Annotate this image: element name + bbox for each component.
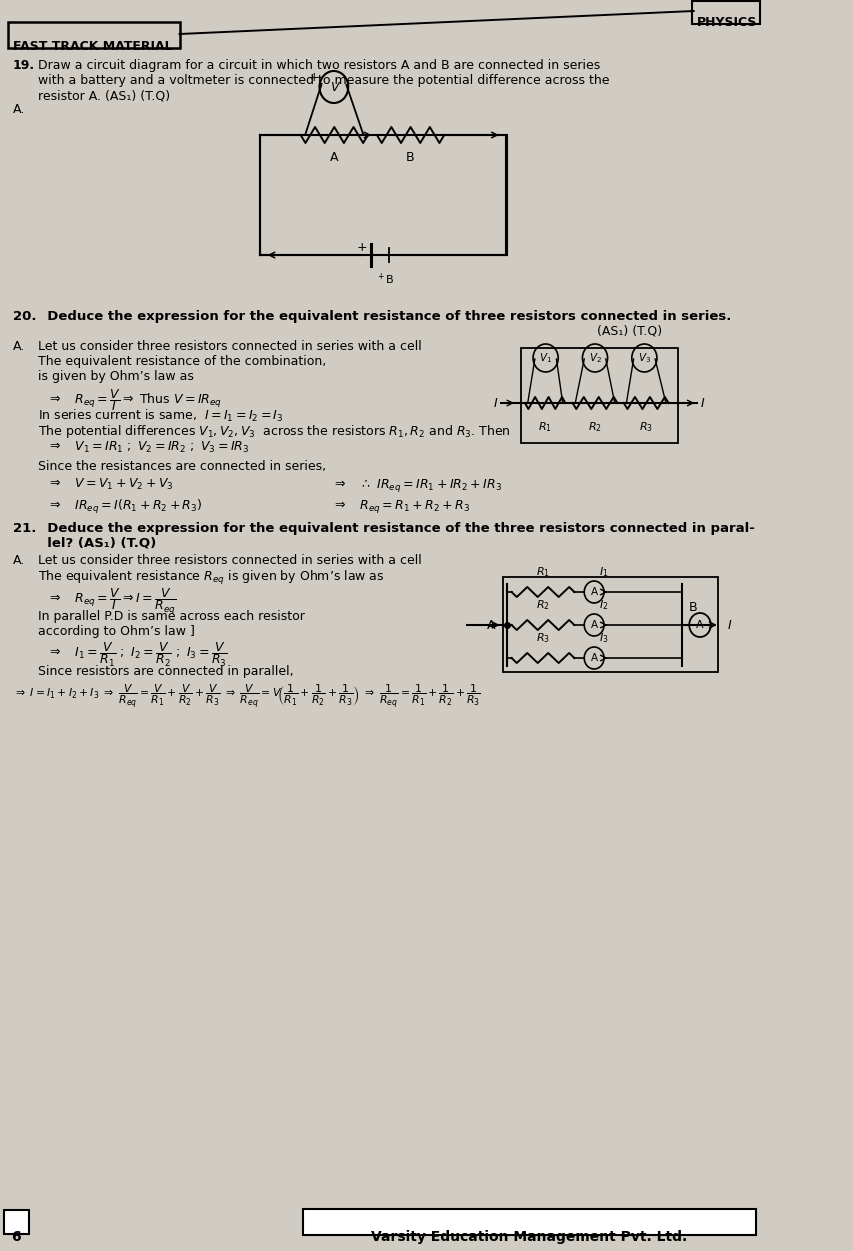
Text: 21.: 21. — [13, 522, 36, 535]
Text: The equivalent resistance $R_{eq}$ is given by Ohm’s law as: The equivalent resistance $R_{eq}$ is gi… — [38, 569, 384, 587]
Text: V: V — [329, 80, 338, 94]
Text: A.: A. — [13, 554, 25, 567]
Text: $\Rightarrow\quad I_1=\dfrac{V}{R_1}\ ;\ I_2=\dfrac{V}{R_2}\ ;\ I_3=\dfrac{V}{R_: $\Rightarrow\quad I_1=\dfrac{V}{R_1}\ ;\… — [47, 641, 227, 669]
Text: $I$: $I$ — [699, 397, 705, 409]
Text: In series current is same,  $I = I_1 = I_2 = I_3$: In series current is same, $I = I_1 = I_… — [38, 408, 283, 424]
Text: Let us consider three resistors connected in series with a cell: Let us consider three resistors connecte… — [38, 554, 421, 567]
Text: $I_1$: $I_1$ — [598, 565, 607, 579]
Text: $^+$B: $^+$B — [375, 271, 394, 288]
Text: Deduce the expression for the equivalent resistance of three resistors connected: Deduce the expression for the equivalent… — [38, 310, 730, 323]
Text: $I_2$: $I_2$ — [598, 598, 607, 612]
Text: $R_1$: $R_1$ — [536, 565, 549, 579]
Text: 19.: 19. — [13, 59, 35, 73]
Text: A: A — [590, 587, 597, 597]
Text: $R_1$: $R_1$ — [537, 420, 551, 434]
Text: $V_3$: $V_3$ — [637, 352, 650, 365]
Text: +: + — [309, 70, 319, 84]
Text: $\Rightarrow\ I=I_1+I_2+I_3\ \Rightarrow\ \dfrac{V}{R_{eq}}=\dfrac{V}{R_1}+\dfra: $\Rightarrow\ I=I_1+I_2+I_3\ \Rightarrow… — [13, 682, 480, 709]
Text: Deduce the expression for the equivalent resistance of the three resistors conne: Deduce the expression for the equivalent… — [38, 522, 754, 535]
Text: Since the resistances are connected in series,: Since the resistances are connected in s… — [38, 460, 326, 473]
Text: $\Rightarrow\quad IR_{eq}=I(R_1+R_2+R_3)$: $\Rightarrow\quad IR_{eq}=I(R_1+R_2+R_3)… — [47, 498, 202, 515]
Text: +: + — [356, 240, 367, 254]
Text: A: A — [329, 151, 338, 164]
Text: Let us consider three resistors connected in series with a cell: Let us consider three resistors connecte… — [38, 340, 421, 353]
FancyBboxPatch shape — [3, 1210, 29, 1233]
Text: In parallel P.D is same across each resistor: In parallel P.D is same across each resi… — [38, 610, 305, 623]
Text: PHYSICS: PHYSICS — [695, 16, 756, 29]
Text: $\Rightarrow\quad \therefore\ IR_{eq}=IR_1+IR_2+IR_3$: $\Rightarrow\quad \therefore\ IR_{eq}=IR… — [332, 477, 502, 494]
Text: $I$: $I$ — [492, 397, 497, 409]
Text: $I$: $I$ — [726, 618, 731, 632]
Text: A: A — [590, 620, 597, 631]
Text: Since resistors are connected in parallel,: Since resistors are connected in paralle… — [38, 666, 293, 678]
Text: according to Ohm’s law ]: according to Ohm’s law ] — [38, 626, 194, 638]
FancyBboxPatch shape — [8, 23, 180, 48]
Text: 6: 6 — [11, 1230, 21, 1243]
Text: The potential differences $V_1, V_2, V_3$  across the resistors $R_1, R_2$ and $: The potential differences $V_1, V_2, V_3… — [38, 423, 510, 440]
Text: A: A — [590, 653, 597, 663]
Text: resistor A. (AS₁) (T.Q): resistor A. (AS₁) (T.Q) — [38, 89, 170, 103]
Text: The equivalent resistance of the combination,: The equivalent resistance of the combina… — [38, 355, 326, 368]
FancyBboxPatch shape — [303, 1208, 755, 1235]
Text: A.: A. — [13, 103, 25, 116]
Text: Varsity Education Management Pvt. Ltd.: Varsity Education Management Pvt. Ltd. — [371, 1230, 687, 1243]
Bar — [520, 348, 676, 443]
Text: $\Rightarrow\quad V=V_1+V_2+V_3$: $\Rightarrow\quad V=V_1+V_2+V_3$ — [47, 477, 173, 492]
Text: $\Rightarrow\quad R_{eq}=R_1+R_2+R_3$: $\Rightarrow\quad R_{eq}=R_1+R_2+R_3$ — [332, 498, 470, 515]
Text: FAST TRACK MATERIAL: FAST TRACK MATERIAL — [13, 40, 172, 53]
Text: $R_3$: $R_3$ — [638, 420, 653, 434]
Text: B: B — [405, 151, 414, 164]
Text: $\Rightarrow\quad V_1=IR_1\ ;\ V_2=IR_2\ ;\ V_3=IR_3$: $\Rightarrow\quad V_1=IR_1\ ;\ V_2=IR_2\… — [47, 440, 249, 455]
Text: $V_2$: $V_2$ — [588, 352, 601, 365]
Text: A.: A. — [13, 340, 25, 353]
Bar — [502, 577, 717, 672]
Bar — [260, 135, 507, 255]
Text: Draw a circuit diagram for a circuit in which two resistors A and B are connecte: Draw a circuit diagram for a circuit in … — [38, 59, 600, 73]
Text: A: A — [695, 620, 703, 631]
Text: $V_1$: $V_1$ — [538, 352, 552, 365]
Text: $I_3$: $I_3$ — [598, 632, 607, 646]
Text: lel? (AS₁) (T.Q): lel? (AS₁) (T.Q) — [38, 535, 156, 549]
Text: $R_2$: $R_2$ — [536, 598, 549, 612]
Text: with a battery and a voltmeter is connected to measure the potential difference : with a battery and a voltmeter is connec… — [38, 74, 608, 88]
Text: is given by Ohm’s law as: is given by Ohm’s law as — [38, 370, 194, 383]
Text: $R_2$: $R_2$ — [588, 420, 601, 434]
Text: $\Rightarrow\quad R_{eq}=\dfrac{V}{I}\Rightarrow I=\dfrac{V}{R_{eq}}$: $\Rightarrow\quad R_{eq}=\dfrac{V}{I}\Ri… — [47, 585, 176, 615]
Text: A: A — [486, 618, 495, 632]
Text: B: B — [688, 600, 697, 613]
Text: 20.: 20. — [13, 310, 36, 323]
FancyBboxPatch shape — [691, 1, 759, 24]
Text: (AS₁) (T.Q): (AS₁) (T.Q) — [596, 324, 661, 337]
Text: $R_3$: $R_3$ — [536, 632, 549, 646]
Text: $\Rightarrow\quad R_{eq}=\dfrac{V}{I}\Rightarrow$ Thus $V=IR_{eq}$: $\Rightarrow\quad R_{eq}=\dfrac{V}{I}\Ri… — [47, 387, 222, 413]
